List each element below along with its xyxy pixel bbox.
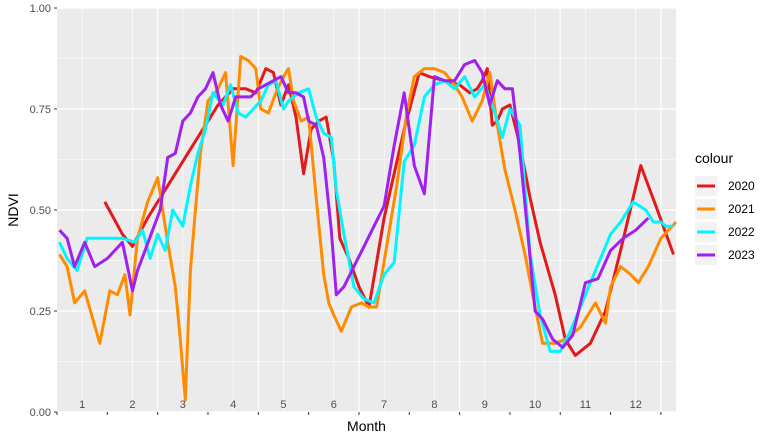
month-label: 3: [180, 399, 186, 411]
legend-label-2020: 2020: [728, 179, 755, 193]
month-label: 10: [529, 399, 541, 411]
y-axis-ticks: 0.00 0.25 0.50 0.75 1.00: [30, 3, 57, 419]
x-axis-ticks: [56, 412, 662, 415]
legend-label-2023: 2023: [728, 248, 755, 262]
series-line-2022: [58, 75, 674, 353]
legend: colour 2020 2021 2022 2023: [695, 150, 755, 265]
legend-label-2021: 2021: [728, 202, 755, 216]
month-label: 4: [230, 399, 236, 411]
month-label: 5: [280, 399, 286, 411]
legend-title: colour: [695, 150, 733, 166]
y-tick-label: 0.75: [30, 104, 51, 116]
y-tick-label: 0.50: [30, 205, 51, 217]
y-tick-label: 1.00: [30, 3, 51, 15]
y-axis-title: NDVI: [5, 193, 21, 226]
month-label: 1: [79, 399, 85, 411]
legend-label-2022: 2022: [728, 225, 755, 239]
month-label: 8: [431, 399, 437, 411]
x-axis-title: Month: [347, 418, 386, 434]
month-label: 2: [129, 399, 135, 411]
month-label: 9: [482, 399, 488, 411]
month-label: 6: [331, 399, 337, 411]
month-labels: 1 2 3 4 5 6 7 8 9 10 11 12: [79, 399, 642, 411]
y-tick-label: 0.00: [30, 407, 51, 419]
series-line-2023: [58, 59, 650, 349]
month-label: 7: [381, 399, 387, 411]
series-lines: [58, 55, 678, 402]
month-label: 12: [630, 399, 642, 411]
y-tick-label: 0.25: [30, 306, 51, 318]
month-label: 11: [580, 399, 591, 411]
